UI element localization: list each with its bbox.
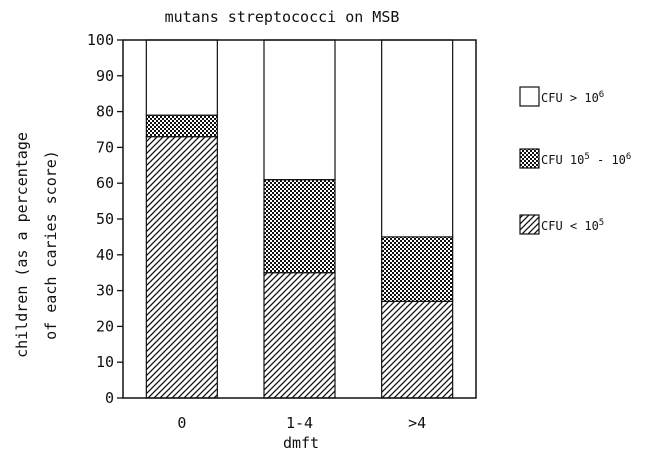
y-tick-label: 80 (96, 103, 114, 121)
bar-segment-high (263, 39, 336, 181)
legend-swatch-white (519, 86, 540, 107)
y-axis-label-line2: of each caries score) (42, 150, 60, 340)
bar-segment-mid (263, 179, 336, 274)
y-tick-label: 90 (96, 67, 114, 85)
y-tick-label: 30 (96, 282, 114, 300)
bar-segment-high (145, 39, 218, 116)
plot-frame (122, 39, 477, 399)
x-axis-tick-labels: 0 1-4 >4 (177, 414, 426, 432)
bar-segment-mid (145, 114, 218, 138)
y-axis-label-line1: children (as a percentage (13, 132, 31, 358)
bar-stacks (145, 39, 454, 399)
y-tick-label: 40 (96, 246, 114, 264)
legend-label: CFU 105 - 106 (541, 152, 631, 167)
legend: CFU > 106 CFU 105 - 106 CFU < 105 (519, 86, 631, 235)
bar-segment-high (381, 39, 454, 238)
x-tick-label: >4 (408, 414, 426, 432)
y-tick-label: 70 (96, 138, 114, 156)
x-tick-label: 1-4 (286, 414, 313, 432)
y-tick-label: 10 (96, 353, 114, 371)
y-tick-label: 20 (96, 317, 114, 335)
x-axis-label: dmft (283, 434, 319, 452)
legend-label: CFU > 106 (541, 90, 604, 105)
bar-segment-low (145, 136, 218, 399)
legend-swatch-crosshatch (519, 148, 540, 169)
legend-swatch-diagonal-hatch (519, 214, 540, 235)
legend-label: CFU < 105 (541, 218, 604, 233)
bar-segment-low (263, 272, 336, 399)
y-tick-label: 0 (105, 389, 114, 407)
x-tick-label: 0 (177, 414, 186, 432)
y-axis: 0 10 20 30 40 50 60 70 80 90 100 (87, 31, 123, 407)
y-tick-label: 60 (96, 174, 114, 192)
y-tick-label: 100 (87, 31, 114, 49)
y-tick-label: 50 (96, 210, 114, 228)
bar-segment-mid (381, 236, 454, 302)
bar-segment-low (381, 300, 454, 399)
chart-title: mutans streptococci on MSB (165, 8, 400, 26)
